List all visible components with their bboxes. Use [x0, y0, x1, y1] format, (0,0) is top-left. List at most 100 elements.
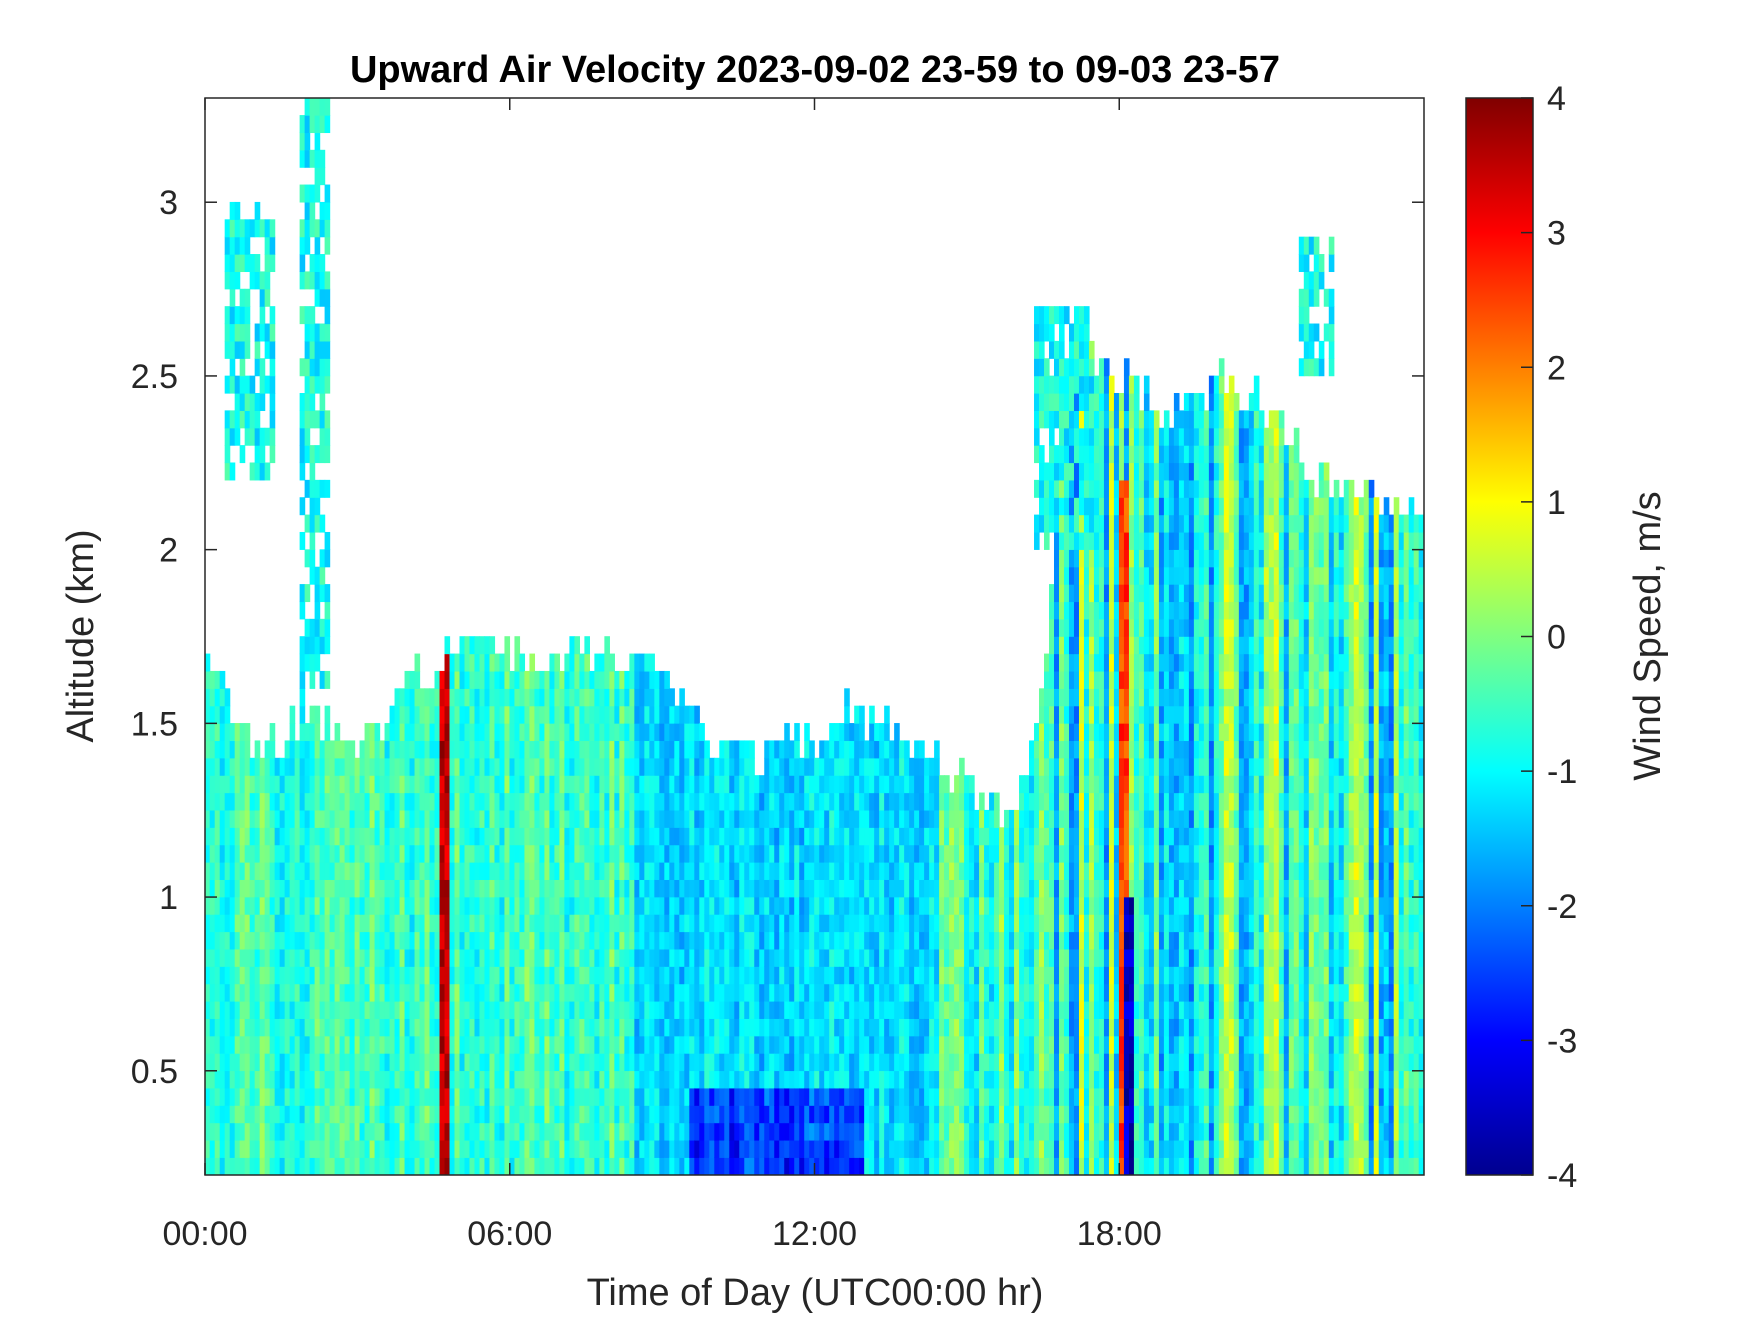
- heatmap-cell: [239, 323, 246, 342]
- heatmap-cell: [509, 740, 516, 759]
- heatmap-cell: [709, 792, 715, 811]
- heatmap-cell: [864, 1000, 870, 1019]
- heatmap-cell: [809, 862, 815, 880]
- heatmap-cell: [444, 1105, 451, 1124]
- heatmap-cell: [344, 1087, 351, 1106]
- heatmap-cell: [264, 1087, 271, 1106]
- heatmap-cell: [744, 948, 750, 967]
- heatmap-cell: [784, 844, 790, 863]
- heatmap-cell: [239, 340, 246, 359]
- heatmap-cell: [734, 775, 740, 794]
- heatmap-cell: [1049, 584, 1055, 603]
- heatmap-cell: [1064, 1018, 1070, 1037]
- heatmap-cell: [644, 983, 650, 1002]
- heatmap-cell: [494, 1122, 501, 1141]
- heatmap-cell: [284, 844, 291, 863]
- heatmap-cell: [1029, 1000, 1035, 1019]
- heatmap-cell: [629, 948, 635, 967]
- heatmap-cell: [299, 462, 306, 481]
- heatmap-cell: [869, 1035, 875, 1054]
- heatmap-cell: [364, 775, 371, 794]
- heatmap-cell: [424, 1157, 431, 1175]
- heatmap-cell: [984, 896, 990, 915]
- heatmap-cell: [924, 844, 930, 863]
- heatmap-cell: [394, 931, 401, 950]
- heatmap-cell: [449, 1105, 456, 1124]
- heatmap-cell: [644, 1070, 650, 1089]
- heatmap-cell: [514, 1157, 521, 1175]
- heatmap-cell: [939, 1070, 945, 1089]
- heatmap-cell: [1024, 844, 1030, 863]
- heatmap-cell: [564, 1070, 570, 1089]
- heatmap-cell: [384, 879, 391, 898]
- heatmap-cell: [644, 757, 650, 776]
- heatmap-cell: [1064, 757, 1070, 776]
- heatmap-cell: [864, 1087, 870, 1106]
- heatmap-cell: [299, 410, 306, 429]
- heatmap-cell: [219, 740, 226, 759]
- heatmap-cell: [1044, 1105, 1050, 1124]
- heatmap-cell: [479, 636, 486, 655]
- heatmap-cell: [899, 983, 905, 1002]
- heatmap-cell: [429, 879, 436, 898]
- heatmap-cell: [554, 1087, 561, 1106]
- heatmap-cell: [344, 1105, 351, 1124]
- heatmap-cell: [319, 775, 326, 794]
- heatmap-cell: [869, 1122, 875, 1141]
- heatmap-cell: [449, 775, 456, 794]
- heatmap-cell: [849, 914, 855, 933]
- heatmap-cell: [1044, 1070, 1050, 1089]
- heatmap-cell: [739, 1157, 745, 1175]
- heatmap-cell: [309, 358, 316, 377]
- heatmap-cell: [429, 757, 436, 776]
- heatmap-cell: [274, 931, 281, 950]
- heatmap-cell: [814, 983, 820, 1002]
- heatmap-cell: [1004, 966, 1010, 985]
- heatmap-cell: [314, 723, 321, 742]
- heatmap-cell: [234, 827, 241, 846]
- heatmap-cell: [229, 219, 236, 238]
- heatmap-cell: [304, 184, 311, 203]
- heatmap-cell: [644, 1053, 650, 1072]
- heatmap-cell: [249, 775, 256, 794]
- heatmap-cell: [509, 827, 516, 846]
- heatmap-cell: [379, 792, 386, 811]
- heatmap-cell: [609, 844, 615, 863]
- heatmap-cell: [404, 1070, 411, 1089]
- heatmap-cell: [599, 827, 605, 846]
- heatmap-cell: [724, 966, 730, 985]
- heatmap-cell: [904, 775, 910, 794]
- heatmap-cell: [309, 254, 316, 273]
- heatmap-cell: [474, 723, 481, 742]
- heatmap-cell: [429, 827, 436, 846]
- heatmap-cell: [414, 931, 421, 950]
- heatmap-cell: [224, 775, 231, 794]
- heatmap-cell: [994, 1053, 1000, 1072]
- heatmap-cell: [494, 1157, 501, 1175]
- heatmap-cell: [1034, 375, 1040, 394]
- heatmap-cell: [439, 1070, 446, 1089]
- heatmap-cell: [684, 914, 690, 933]
- heatmap-cell: [304, 775, 311, 794]
- heatmap-cell: [619, 688, 625, 707]
- heatmap-cell: [644, 705, 650, 724]
- heatmap-cell: [384, 983, 391, 1002]
- heatmap-cell: [324, 775, 331, 794]
- heatmap-cell: [749, 862, 755, 880]
- heatmap-cell: [864, 862, 870, 880]
- heatmap-cell: [584, 896, 590, 915]
- heatmap-cell: [369, 1139, 376, 1158]
- heatmap-cell: [404, 862, 411, 880]
- heatmap-cell: [689, 914, 695, 933]
- heatmap-cell: [754, 983, 760, 1002]
- heatmap-cell: [644, 931, 650, 950]
- heatmap-cell: [924, 1000, 930, 1019]
- heatmap-cell: [939, 914, 945, 933]
- heatmap-cell: [219, 862, 226, 880]
- heatmap-cell: [264, 1018, 271, 1037]
- heatmap-cell: [284, 1122, 291, 1141]
- heatmap-cell: [224, 862, 231, 880]
- heatmap-cell: [259, 445, 266, 464]
- heatmap-cell: [234, 375, 241, 394]
- heatmap-cell: [484, 966, 491, 985]
